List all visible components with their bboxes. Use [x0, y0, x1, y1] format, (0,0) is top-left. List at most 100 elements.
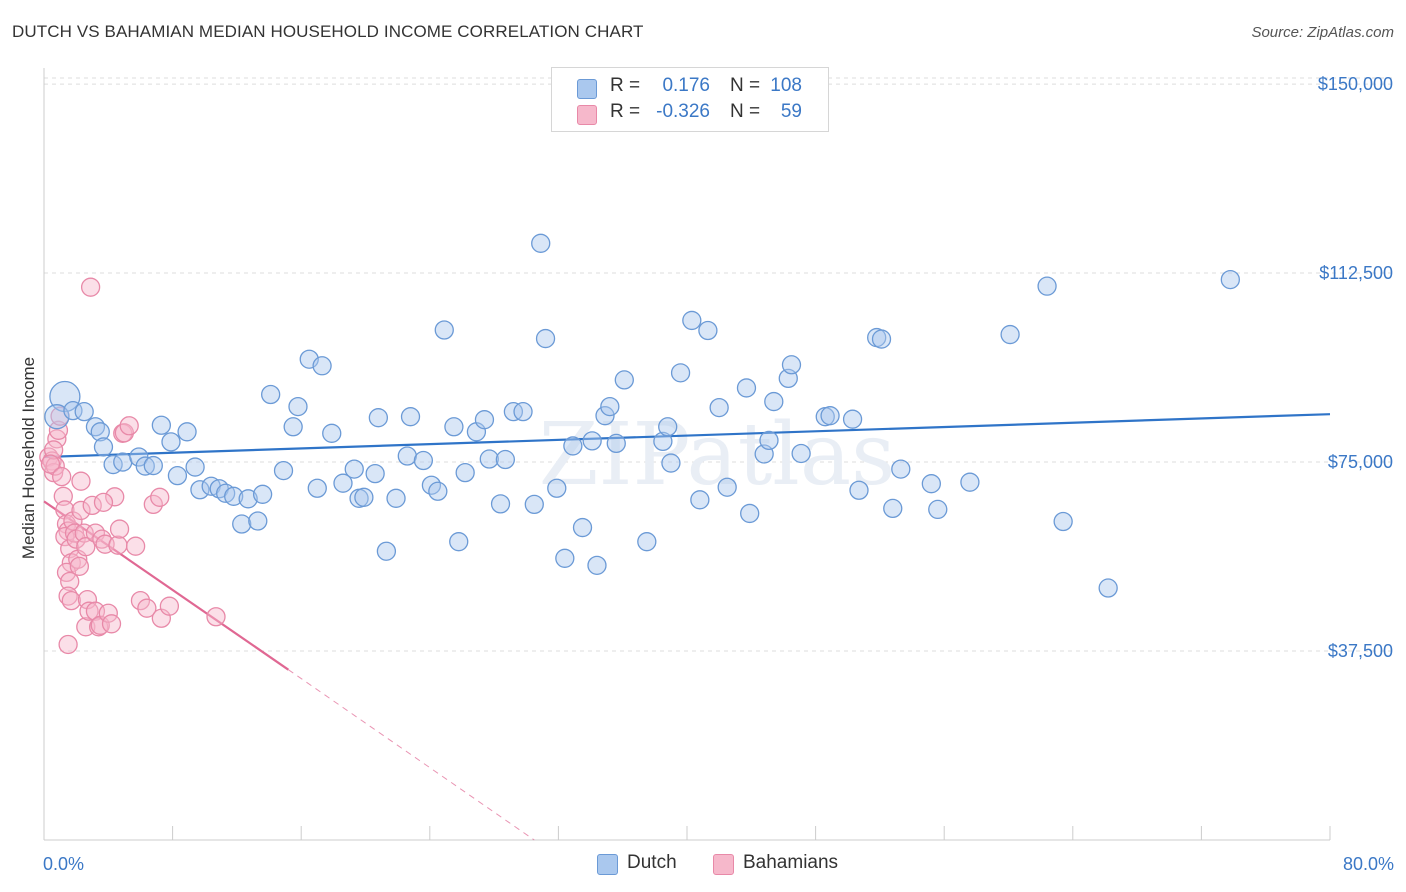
dutch-point — [322, 423, 342, 443]
dutch-point — [960, 472, 980, 492]
dutch-point — [248, 511, 268, 531]
dutch-point — [1053, 511, 1073, 532]
dutch-point — [444, 417, 464, 437]
bahamians-point — [130, 590, 151, 611]
dutch-point — [151, 415, 171, 435]
bottom-legend-bahamians: Bahamians — [713, 852, 853, 878]
dutch-point — [400, 407, 421, 427]
dutch-point — [490, 494, 511, 514]
dutch-point — [572, 517, 593, 538]
y-tick-label: $37,500 — [1328, 641, 1393, 661]
dutch-point — [587, 555, 607, 575]
dutch-point — [190, 480, 210, 500]
dutch-point — [883, 498, 903, 519]
dutch-point — [397, 446, 417, 466]
dutch-point — [312, 356, 332, 376]
legend-r-label: R = — [610, 75, 641, 96]
dutch-point — [614, 370, 634, 390]
dutch-point — [143, 455, 163, 476]
dutch-legend-swatch — [597, 854, 618, 875]
dutch-point — [563, 436, 583, 456]
dutch-point — [690, 490, 710, 510]
dutch-point — [354, 487, 374, 507]
dutch-point — [161, 432, 181, 452]
dutch-point — [167, 465, 188, 486]
dutch-point — [74, 401, 94, 422]
x-tick-label-max: 80.0% — [1343, 854, 1394, 874]
bahamians-point — [60, 571, 80, 592]
dutch-point — [333, 473, 353, 493]
grid-lines — [44, 77, 1394, 652]
dutch-point — [698, 320, 718, 341]
bahamians-point — [109, 519, 130, 539]
dutch-point — [531, 233, 551, 253]
legend-row-bahamians: R = -0.326 N = 59 — [552, 101, 828, 127]
x-tick-label-min: 0.0% — [43, 854, 84, 874]
dutch-point — [495, 449, 516, 470]
dutch-point — [232, 514, 252, 534]
dutch-point — [365, 463, 385, 484]
dutch-point — [224, 486, 244, 506]
dutch-point — [177, 422, 197, 442]
bahamians-point — [79, 601, 99, 621]
y-tick-label: $150,000 — [1318, 74, 1393, 94]
dutch-point — [820, 406, 840, 426]
y-tick-label: $112,500 — [1319, 263, 1393, 283]
bahamians-point — [80, 277, 101, 297]
bahamians-point — [69, 556, 90, 577]
bahamians-point — [61, 590, 81, 611]
dutch-point — [921, 474, 941, 494]
dutch-point — [455, 462, 475, 483]
dutch-point — [307, 478, 327, 498]
dutch-point — [252, 484, 273, 504]
dutch-point — [288, 396, 308, 417]
dutch-point — [740, 503, 760, 524]
bahamians-point — [48, 420, 69, 440]
dutch-point — [849, 480, 869, 500]
dutch-point — [791, 443, 811, 464]
dutch-point — [547, 478, 567, 498]
bahamians-point — [60, 539, 80, 559]
bahamians-trend-line — [43, 500, 289, 671]
dutch-legend-label: Dutch — [627, 852, 677, 873]
dutch-point — [283, 417, 303, 437]
axes — [43, 68, 1331, 841]
bahamians-point — [43, 440, 64, 460]
dutch-point — [658, 417, 678, 437]
dutch-point — [344, 459, 364, 479]
dutch-point — [1098, 578, 1118, 598]
dutch-point — [781, 355, 802, 375]
dutch-point — [670, 363, 691, 383]
dutch-point — [709, 397, 729, 418]
dutch-point — [637, 532, 657, 552]
dutch-point — [764, 391, 784, 412]
bahamians-point — [98, 603, 118, 623]
legend-r-label: R = — [610, 101, 641, 122]
bahamians-point — [55, 500, 75, 520]
dutch-point — [555, 548, 575, 568]
dutch-point — [44, 404, 70, 430]
dutch-point — [479, 449, 499, 469]
dutch-point — [386, 488, 406, 508]
dutch-point — [535, 328, 556, 349]
dutch-point — [90, 422, 110, 442]
bahamians-point — [40, 454, 61, 474]
dutch-point — [413, 450, 434, 471]
dutch-point — [717, 477, 737, 497]
dutch-point — [595, 406, 615, 426]
y-axis-label: Median Household Income — [19, 357, 38, 559]
dutch-point — [842, 409, 863, 429]
dutch-point — [513, 401, 533, 422]
dutch-point — [600, 396, 620, 417]
dutch-point — [135, 456, 155, 476]
source-credit: Source: ZipAtlas.com — [1251, 24, 1394, 41]
bahamians-point — [71, 500, 91, 521]
dutch-point — [682, 310, 702, 331]
dutch-point — [928, 499, 948, 520]
dutch-point — [434, 320, 454, 340]
dutch-point — [736, 378, 757, 398]
legend: R = 0.176 N = 108 R = -0.326 N = 59 — [551, 67, 829, 132]
bahamians-point — [137, 598, 157, 618]
legend-n-value: 59 — [780, 101, 802, 122]
